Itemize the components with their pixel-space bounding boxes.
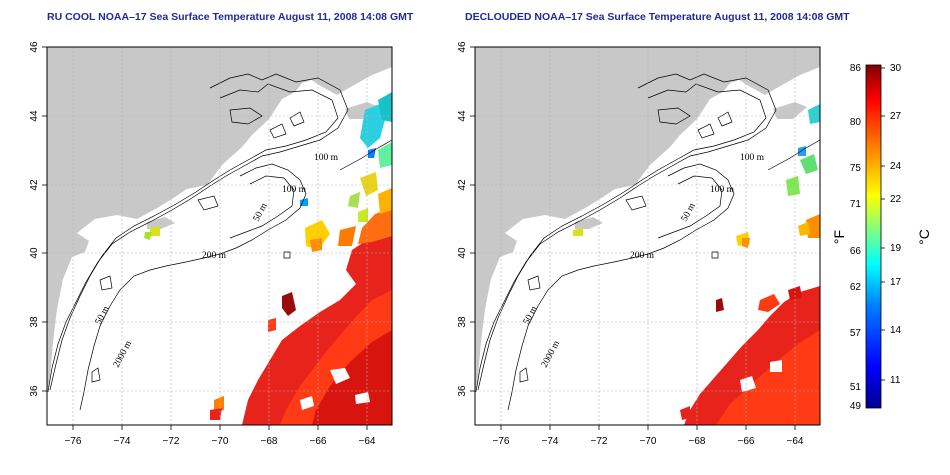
y-tick-label: 36 bbox=[29, 385, 40, 397]
panel-left-title: RU COOL NOAA–17 Sea Surface Temperature … bbox=[47, 11, 414, 23]
colorbar-f-tick-label: 49 bbox=[850, 401, 862, 412]
y-tick-label: 44 bbox=[457, 110, 468, 122]
colorbar-f-tick-label: 51 bbox=[850, 382, 862, 393]
colorbar-ticks: 86 80 75 71 66 62 57 51 49 30 27 24 22 19 17 14 11 bbox=[850, 63, 902, 412]
colorbar-c-tick-label: 11 bbox=[890, 375, 901, 386]
x-tick-label: −72 bbox=[591, 436, 608, 447]
panel-right bbox=[474, 46, 821, 426]
axes: −76 −74 −72 −70 −68 −66 −64 36 38 40 42 44 46 −76 −74 −… bbox=[29, 41, 804, 447]
x-tick-label: −64 bbox=[787, 436, 804, 447]
colorbar-gradient bbox=[865, 64, 882, 409]
colorbar-f-tick-label: 80 bbox=[850, 117, 862, 128]
colorbar-c-tick-label: 27 bbox=[890, 111, 902, 122]
x-tick-label: −70 bbox=[640, 436, 657, 447]
sst-pixels-right bbox=[573, 104, 820, 425]
x-tick-label: −72 bbox=[163, 436, 180, 447]
x-tick-label: −76 bbox=[65, 436, 82, 447]
colorbar-f-tick-label: 57 bbox=[850, 328, 862, 339]
y-tick-label: 42 bbox=[29, 179, 40, 191]
y-tick-label: 42 bbox=[457, 179, 468, 191]
isobaths-right bbox=[475, 73, 820, 411]
y-tick-label: 40 bbox=[29, 247, 40, 259]
colorbar-f-tick-label: 75 bbox=[850, 163, 862, 174]
frame-left bbox=[46, 46, 393, 426]
y-tick-label: 40 bbox=[457, 247, 468, 259]
y-tick-label: 38 bbox=[29, 316, 40, 328]
x-tick-label: −68 bbox=[261, 436, 278, 447]
colorbar-c-tick-label: 24 bbox=[890, 161, 902, 172]
contour-label: 200 m bbox=[630, 251, 655, 261]
grid-right bbox=[475, 47, 820, 425]
contour-label: 100 m bbox=[740, 153, 765, 163]
colorbar-c-tick-label: 22 bbox=[890, 194, 902, 205]
colorbar-unit-f: °F bbox=[831, 230, 847, 244]
x-tick-label: −66 bbox=[310, 436, 327, 447]
y-tick-label: 36 bbox=[457, 385, 468, 397]
frame-right bbox=[474, 46, 821, 426]
x-tick-label: −70 bbox=[212, 436, 229, 447]
contour-label: 100 m bbox=[282, 185, 307, 195]
y-tick-label: 38 bbox=[457, 316, 468, 328]
colorbar-c-tick-label: 14 bbox=[890, 325, 902, 336]
x-tick-label: −76 bbox=[493, 436, 510, 447]
x-tick-label: −74 bbox=[114, 436, 131, 447]
colorbar-f-tick-label: 71 bbox=[850, 199, 862, 210]
isobaths-left bbox=[47, 73, 392, 411]
colorbar-f-tick-label: 86 bbox=[850, 63, 862, 74]
contour-label: 100 m bbox=[710, 185, 735, 195]
colorbar-c-tick-label: 19 bbox=[890, 243, 902, 254]
colorbar: 86 80 75 71 66 62 57 51 49 30 27 24 22 19 17 14 11 °F °C bbox=[831, 63, 932, 412]
y-tick-label: 46 bbox=[457, 41, 468, 53]
x-tick-label: −66 bbox=[738, 436, 755, 447]
x-tick-label: −64 bbox=[359, 436, 376, 447]
colorbar-c-tick-label: 30 bbox=[890, 63, 902, 74]
grid-left bbox=[47, 47, 392, 425]
panel-right-title: DECLOUDED NOAA–17 Sea Surface Temperatur… bbox=[465, 11, 850, 23]
colorbar-f-tick-label: 62 bbox=[850, 282, 862, 293]
y-tick-label: 44 bbox=[29, 110, 40, 122]
contour-label: 100 m bbox=[314, 153, 339, 163]
colorbar-c-tick-label: 17 bbox=[890, 277, 902, 288]
panel-left bbox=[46, 46, 393, 426]
y-tick-label: 46 bbox=[29, 41, 40, 53]
x-tick-label: −74 bbox=[542, 436, 559, 447]
colorbar-unit-c: °C bbox=[916, 229, 932, 245]
contour-label: 200 m bbox=[202, 251, 227, 261]
colorbar-f-tick-label: 66 bbox=[850, 246, 862, 257]
x-tick-label: −68 bbox=[689, 436, 706, 447]
